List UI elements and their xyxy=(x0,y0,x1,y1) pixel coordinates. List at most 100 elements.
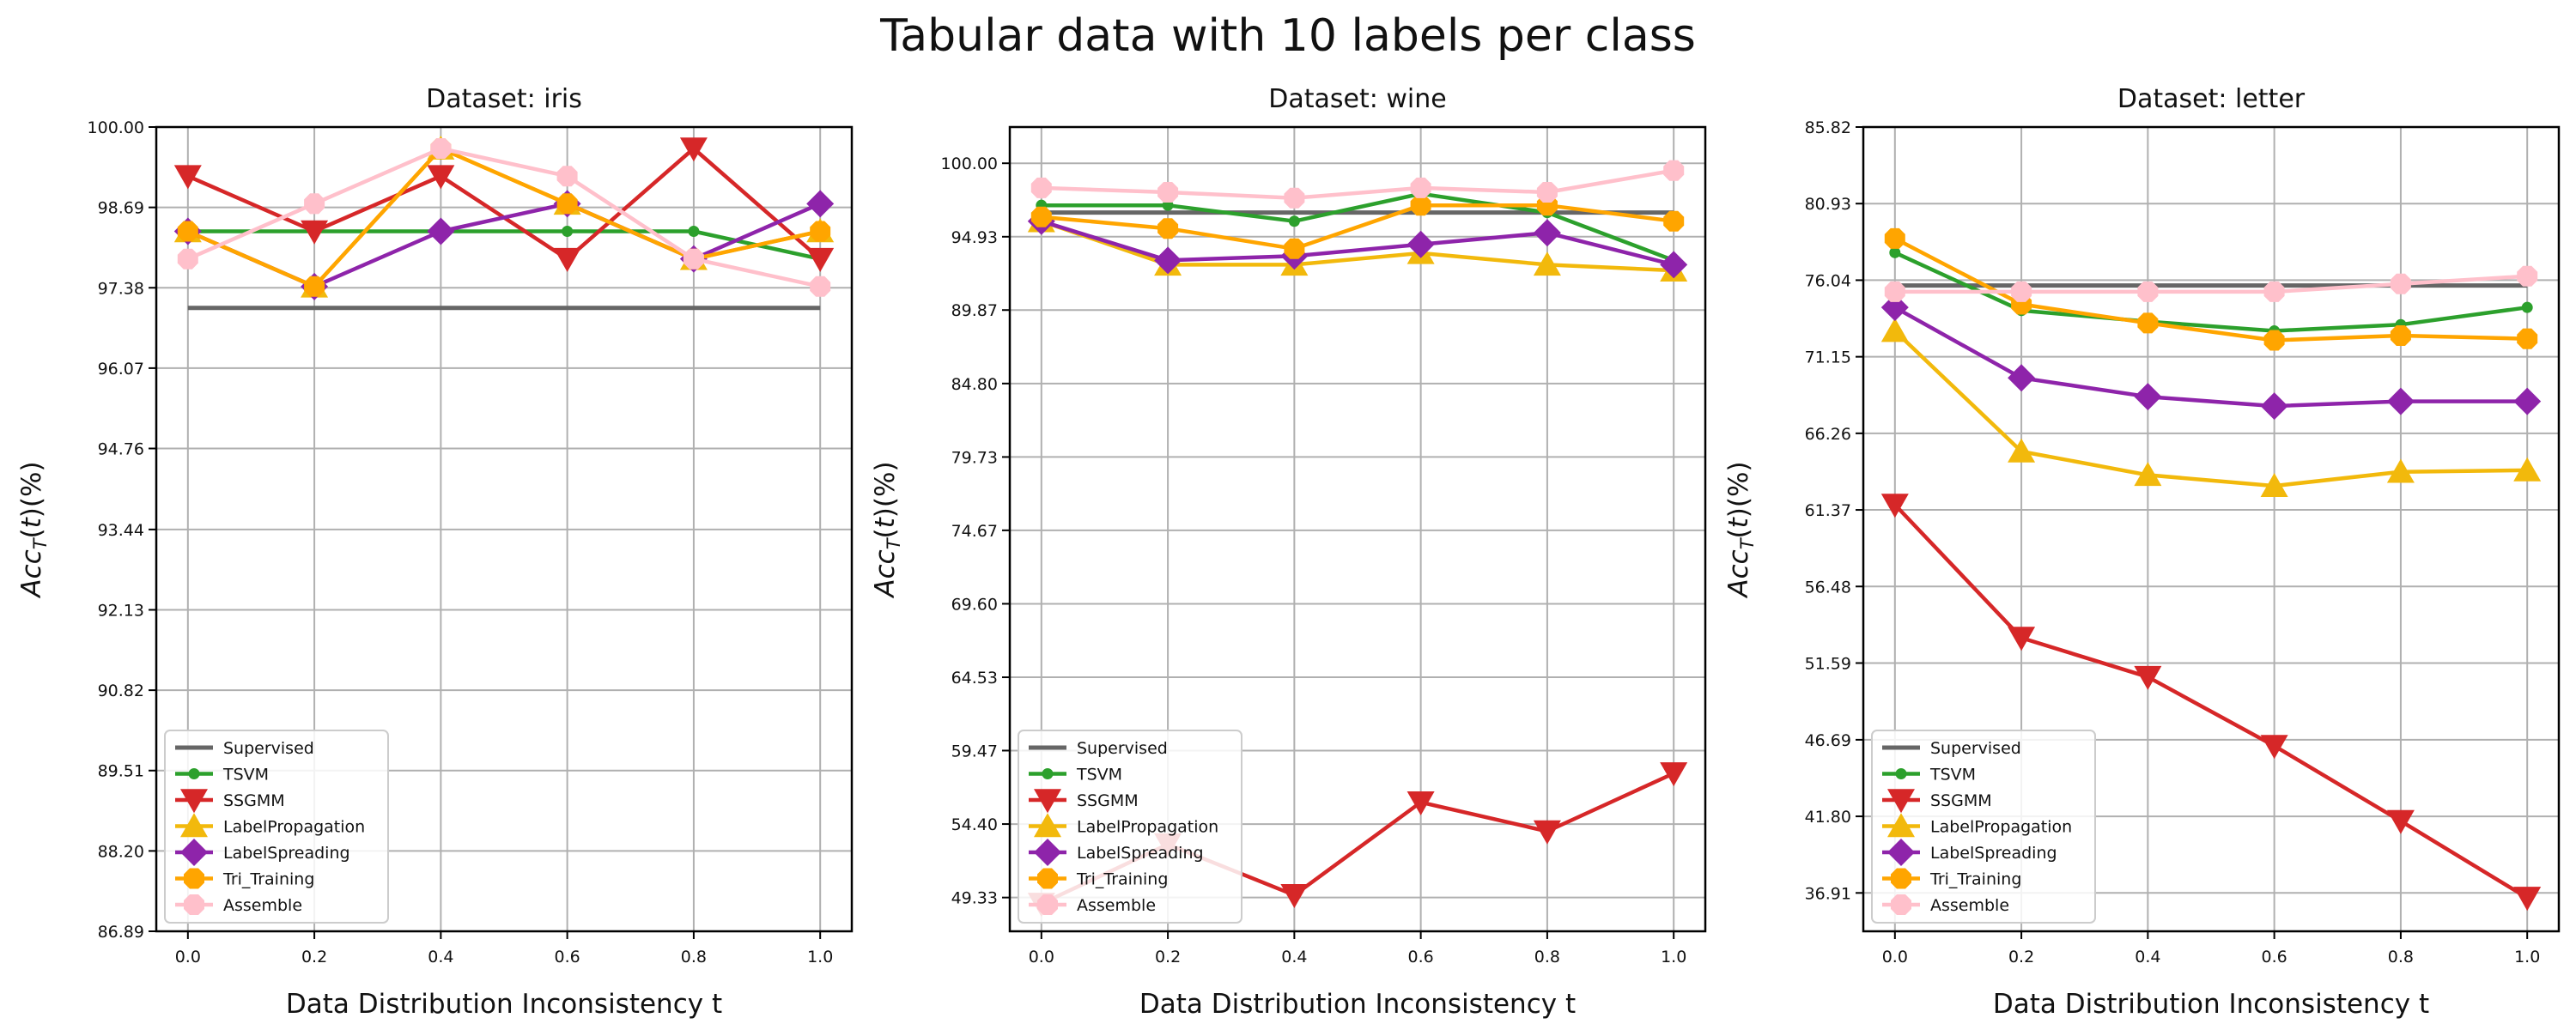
series-line-assemble xyxy=(186,146,821,288)
data-point-assemble xyxy=(1410,177,1431,198)
panel-title: Dataset: letter xyxy=(2117,84,2306,114)
x-tick-label: 0.6 xyxy=(1408,948,1434,966)
data-point-labelspreading xyxy=(2513,387,2542,415)
legend-label-supervised: Supervised xyxy=(223,739,314,758)
legend-label-assemble: Assemble xyxy=(223,896,302,915)
x-tick-label: 0.2 xyxy=(301,948,327,966)
series-labelspreading xyxy=(173,190,835,300)
y-tick-label: 89.51 xyxy=(98,762,144,781)
data-point-labelspreading xyxy=(427,217,455,245)
x-tick-label: 0.0 xyxy=(175,948,201,966)
legend-marker-tri-training xyxy=(1037,868,1058,889)
legend-box xyxy=(1871,730,2096,924)
data-point-ssgmm xyxy=(2134,665,2162,690)
legend-label-assemble: Assemble xyxy=(1930,896,2009,915)
y-tick-label: 59.47 xyxy=(951,742,998,760)
data-point-ssgmm xyxy=(1406,791,1435,815)
legend-marker-assemble xyxy=(1891,894,1911,915)
legend-marker-labelpropagation xyxy=(1034,813,1061,838)
x-tick-label: 1.0 xyxy=(1661,948,1686,966)
data-point-labelpropagation xyxy=(2260,472,2288,497)
legend-marker-ssgmm xyxy=(1034,789,1061,814)
y-tick-label: 64.53 xyxy=(951,669,998,688)
x-axis-label: Data Distribution Inconsistency t xyxy=(1993,989,2429,1020)
series-line-tri-training xyxy=(186,146,821,289)
legend-marker-ssgmm xyxy=(1887,789,1915,814)
legend-label-tsvm: TSVM xyxy=(222,766,269,785)
x-tick-label: 0.2 xyxy=(2008,948,2034,966)
data-point-assemble xyxy=(1536,182,1558,203)
data-point-labelpropagation xyxy=(1880,318,1909,342)
data-point-labelspreading xyxy=(806,190,835,218)
data-point-labelspreading xyxy=(1880,294,1909,322)
legend: Supervised TSVM SSGMM LabelPropagation Label… xyxy=(1018,730,1242,924)
data-point-tri-training xyxy=(304,276,325,297)
data-point-assemble xyxy=(2137,281,2159,302)
data-point-tri-training xyxy=(1663,210,1685,232)
data-point-labelspreading xyxy=(1533,219,1561,247)
legend-label-supervised: Supervised xyxy=(1077,739,1168,758)
data-point-labelspreading xyxy=(2134,383,2162,411)
plot-frame xyxy=(1862,125,2561,933)
data-point-assemble xyxy=(2390,273,2411,294)
x-tick-label: 0.6 xyxy=(555,948,580,966)
data-point-ssgmm xyxy=(1660,762,1688,787)
x-tick-label: 0.6 xyxy=(2262,948,2287,966)
y-tick-label: 69.60 xyxy=(951,595,998,614)
data-point-labelspreading xyxy=(1154,246,1182,275)
legend-marker-ssgmm xyxy=(180,789,208,814)
data-point-tri-training xyxy=(1884,227,1905,249)
data-point-labelpropagation xyxy=(1533,251,1561,276)
legend-marker-tsvm xyxy=(1042,768,1054,779)
series-line-labelpropagation xyxy=(1041,219,1674,273)
figure-title: Tabular data with 10 labels per class xyxy=(880,10,1696,62)
y-tick-label: 51.59 xyxy=(1805,654,1851,673)
legend-label-assemble: Assemble xyxy=(1077,896,1156,915)
series-line-assemble xyxy=(1894,274,2528,294)
data-point-tri-training xyxy=(2517,328,2538,349)
data-point-ssgmm xyxy=(553,247,581,272)
y-tick-label: 61.37 xyxy=(1805,501,1851,520)
x-tick-label: 0.8 xyxy=(681,948,707,966)
data-point-tri-training xyxy=(1410,195,1431,216)
data-point-tri-training xyxy=(2137,312,2159,334)
chart-panel-3: 0.0 0.2 0.4 0.6 0.8 1.0 36.91 41.80 46.69 51.59 56… xyxy=(1723,84,2561,1020)
data-point-tsvm xyxy=(1288,215,1300,227)
data-point-ssgmm xyxy=(427,165,455,190)
series-ssgmm xyxy=(1880,494,2542,912)
data-point-labelspreading xyxy=(1660,251,1688,279)
data-point-ssgmm xyxy=(1533,820,1561,845)
data-point-tri-training xyxy=(1157,218,1179,239)
x-tick-label: 0.4 xyxy=(428,948,453,966)
legend: Supervised TSVM SSGMM LabelPropagation Label… xyxy=(164,730,389,924)
data-point-ssgmm xyxy=(806,247,835,272)
series-assemble xyxy=(177,138,831,297)
y-tick-label: 97.38 xyxy=(98,279,144,298)
series-tri-training xyxy=(1884,227,2538,351)
series-labelspreading xyxy=(1880,294,2542,421)
y-tick-label: 41.80 xyxy=(1805,808,1851,827)
legend-marker-assemble xyxy=(184,894,204,915)
y-tick-label: 71.15 xyxy=(1805,348,1851,367)
series-line-labelpropagation xyxy=(1893,329,2528,488)
plot-frame xyxy=(1008,125,1707,933)
legend-label-labelspreading: LabelSpreading xyxy=(223,844,350,863)
y-tick-label: 66.26 xyxy=(1805,425,1851,444)
data-point-ssgmm xyxy=(301,220,329,245)
legend-label-supervised: Supervised xyxy=(1930,739,2021,758)
legend-label-tri-training: Tri_Training xyxy=(1929,870,2021,889)
y-tick-label: 94.93 xyxy=(951,228,998,247)
data-point-labelpropagation xyxy=(2386,458,2415,483)
y-tick-label: 36.91 xyxy=(1805,884,1851,903)
y-axis-label: AccT(t)(%) xyxy=(1723,461,1758,598)
y-axis-label: AccT(t)(%) xyxy=(870,461,904,598)
data-point-assemble xyxy=(556,166,578,187)
series-line-tri-training xyxy=(1041,203,1674,251)
series-line-labelspreading xyxy=(1893,306,2528,409)
data-point-tri-training xyxy=(1030,206,1052,227)
data-point-tri-training xyxy=(1284,238,1305,259)
y-tick-label: 84.80 xyxy=(951,375,998,394)
y-tick-label: 88.20 xyxy=(98,842,144,861)
x-tick-label: 0.0 xyxy=(1029,948,1054,966)
